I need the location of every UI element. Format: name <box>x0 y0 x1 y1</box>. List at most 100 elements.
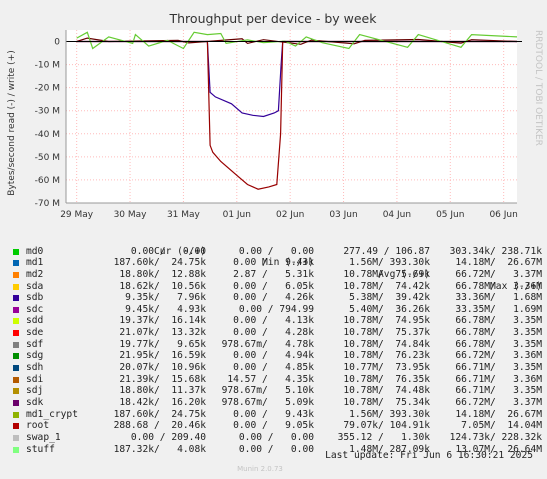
legend-cur-value: 187.60k/ 24.75k <box>113 257 206 269</box>
legend-avg-value: 10.78M/ 74.84k <box>343 338 430 350</box>
legend-name: sdc <box>26 303 44 315</box>
legend-row: sda 18.62k/ 10.56k 0.00 / 6.05k 10.78M/ 74.… <box>10 281 542 293</box>
legend-max-value: 14.18M/ 26.67M <box>455 257 542 269</box>
legend-row: md1 187.60k/ 24.75k 0.00 / 9.43k 1.56M/ 393… <box>10 257 542 269</box>
legend-name: md0 <box>26 245 44 257</box>
series-line-sdi <box>76 40 517 190</box>
legend-avg-value: 1.56M/ 393.30k <box>349 257 430 269</box>
plot-area <box>66 30 517 203</box>
legend-row: swap_1 0.00 / 209.40 0.00 / 0.00 355.12 / 1… <box>10 432 542 444</box>
y-tick-label: -30 M <box>35 107 60 117</box>
chart-title: Throughput per device - by week <box>169 11 378 26</box>
munin-version: Munin 2.0.73 <box>237 465 283 473</box>
legend-row: sdj 18.80k/ 11.37k 978.67m/ 5.10k 10.78M/ 7… <box>10 385 542 397</box>
x-tick-label: 05 Jun <box>436 210 464 220</box>
y-axis-label: Bytes/second read (-) / write (+) <box>7 50 17 195</box>
legend-cur-value: 19.37k/ 16.14k <box>119 315 206 327</box>
legend-name: sdd <box>26 315 44 327</box>
legend-min-value: 0.00 / 0.00 <box>238 431 314 443</box>
legend-min-value: 0.00 / 9.43k <box>233 257 314 269</box>
legend-cur-value: 0.00 / 0.00 <box>130 245 206 257</box>
legend-swatch <box>13 260 19 267</box>
legend-min-value: 0.00 / 0.00 <box>238 245 314 257</box>
legend-swatch <box>13 446 19 453</box>
legend-swatch <box>13 399 19 406</box>
legend-min-value: 2.87 / 5.31k <box>233 268 314 280</box>
legend-name: md1_crypt <box>26 408 78 420</box>
legend-max-value: 66.71M/ 3.35M <box>455 362 542 374</box>
y-tick-label: -20 M <box>35 84 60 94</box>
legend-avg-value: 5.40M/ 36.26k <box>349 303 430 315</box>
legend-avg-value: 10.78M/ 74.95k <box>343 315 430 327</box>
axes: 0 -10 M -20 M -30 M -40 M -50 M -60 M -70 M29 M… <box>35 30 522 220</box>
legend-avg-value: 10.78M/ 75.69k <box>343 268 430 280</box>
legend-cur-value: 21.39k/ 15.68k <box>119 373 206 385</box>
legend-avg-value: 5.38M/ 39.42k <box>349 292 430 304</box>
legend-name: root <box>26 420 50 432</box>
legend-avg-value: 10.78M/ 75.34k <box>343 396 430 408</box>
legend-row: sdd 19.37k/ 16.14k 0.00 / 4.13k 10.78M/ 74.… <box>10 315 542 327</box>
legend-row: sdf 19.77k/ 9.65k 978.67m/ 4.78k 10.78M/ 74… <box>10 339 542 351</box>
header-cur: Cur (-/+) <box>154 245 206 257</box>
x-tick-label: 31 May <box>167 210 201 220</box>
legend-min-value: 978.67m/ 5.10k <box>221 385 314 397</box>
legend-swatch <box>13 318 19 325</box>
legend-swatch <box>13 283 19 290</box>
legend-max-value: 66.72M/ 3.37M <box>455 268 542 280</box>
legend-row: sdb 9.35k/ 7.96k 0.00 / 4.26k 5.38M/ 39.42k… <box>10 292 542 304</box>
legend-row: root 288.68 / 20.46k 0.00 / 9.05k 79.07k/ 1… <box>10 420 542 432</box>
y-tick-label: -50 M <box>35 153 60 163</box>
legend-swatch <box>13 248 19 255</box>
legend-avg-value: 277.49 / 106.87 <box>343 245 430 257</box>
legend-name: sda <box>26 280 44 292</box>
legend-name: sdj <box>26 385 44 397</box>
legend-name: sdh <box>26 362 44 374</box>
header-max: Max (-/+) <box>490 280 542 292</box>
legend-max-value: 14.18M/ 26.67M <box>455 408 542 420</box>
legend-max-value: 66.71M/ 3.35M <box>455 385 542 397</box>
legend-swatch <box>13 295 19 302</box>
legend-cur-value: 288.68 / 20.46k <box>113 420 206 432</box>
legend-table: Cur (-/+) Min (-/+) Avg (-/+) Max (-/+) … <box>10 234 542 455</box>
legend-avg-value: 355.12 / 1.30k <box>337 431 430 443</box>
legend-avg-value: 10.78M/ 76.35k <box>343 373 430 385</box>
legend-max-value: 33.35M/ 1.69M <box>455 303 542 315</box>
legend-cur-value: 9.35k/ 7.96k <box>125 292 206 304</box>
legend-cur-value: 21.07k/ 13.32k <box>119 327 206 339</box>
legend-avg-value: 10.78M/ 74.42k <box>343 280 430 292</box>
legend-row: md1_crypt 187.60k/ 24.75k 0.00 / 9.43k 1.56… <box>10 409 542 421</box>
legend-swatch <box>13 341 19 348</box>
legend-row: sdk 18.42k/ 16.20k 978.67m/ 5.09k 10.78M/ 7… <box>10 397 542 409</box>
y-tick-label: 0 <box>54 38 60 48</box>
legend-cur-value: 187.32k/ 4.08k <box>113 443 206 455</box>
x-tick-label: 01 Jun <box>223 210 251 220</box>
legend-max-value: 66.78M/ 3.35M <box>455 327 542 339</box>
legend-avg-value: 10.77M/ 73.95k <box>343 362 430 374</box>
y-tick-label: -40 M <box>35 130 60 140</box>
legend-min-value: 978.67m/ 5.09k <box>221 396 314 408</box>
chart-canvas: Throughput per device - by week Bytes/se… <box>7 11 543 220</box>
x-tick-label: 06 Jun <box>489 210 517 220</box>
y-tick-label: -60 M <box>35 176 60 186</box>
legend-name: sdi <box>26 373 44 385</box>
legend-name: md1 <box>26 257 44 269</box>
legend-swatch <box>13 434 19 441</box>
legend-max-value: 66.78M/ 3.35M <box>455 315 542 327</box>
legend-min-value: 0.00 / 4.94k <box>233 350 314 362</box>
legend-cur-value: 20.07k/ 10.96k <box>119 362 206 374</box>
legend-cur-value: 21.95k/ 16.59k <box>119 350 206 362</box>
legend-max-value: 124.73k/ 228.32k <box>449 431 542 443</box>
legend-min-value: 14.57 / 4.35k <box>227 373 314 385</box>
legend-row: md2 18.80k/ 12.88k 2.87 / 5.31k 10.78M/ 75.… <box>10 269 542 281</box>
legend-min-value: 0.00 / 4.26k <box>233 292 314 304</box>
legend-header: Cur (-/+) Min (-/+) Avg (-/+) Max (-/+) <box>10 234 542 292</box>
header-min: Min (-/+) <box>262 257 314 269</box>
x-tick-label: 04 Jun <box>383 210 411 220</box>
y-tick-label: -70 M <box>35 199 60 209</box>
legend-name: md2 <box>26 268 44 280</box>
legend-swatch <box>13 330 19 337</box>
legend-max-value: 66.71M/ 3.36M <box>455 373 542 385</box>
legend-swatch <box>13 376 19 383</box>
legend-min-value: 0.00 / 9.43k <box>233 408 314 420</box>
legend-swatch <box>13 365 19 372</box>
